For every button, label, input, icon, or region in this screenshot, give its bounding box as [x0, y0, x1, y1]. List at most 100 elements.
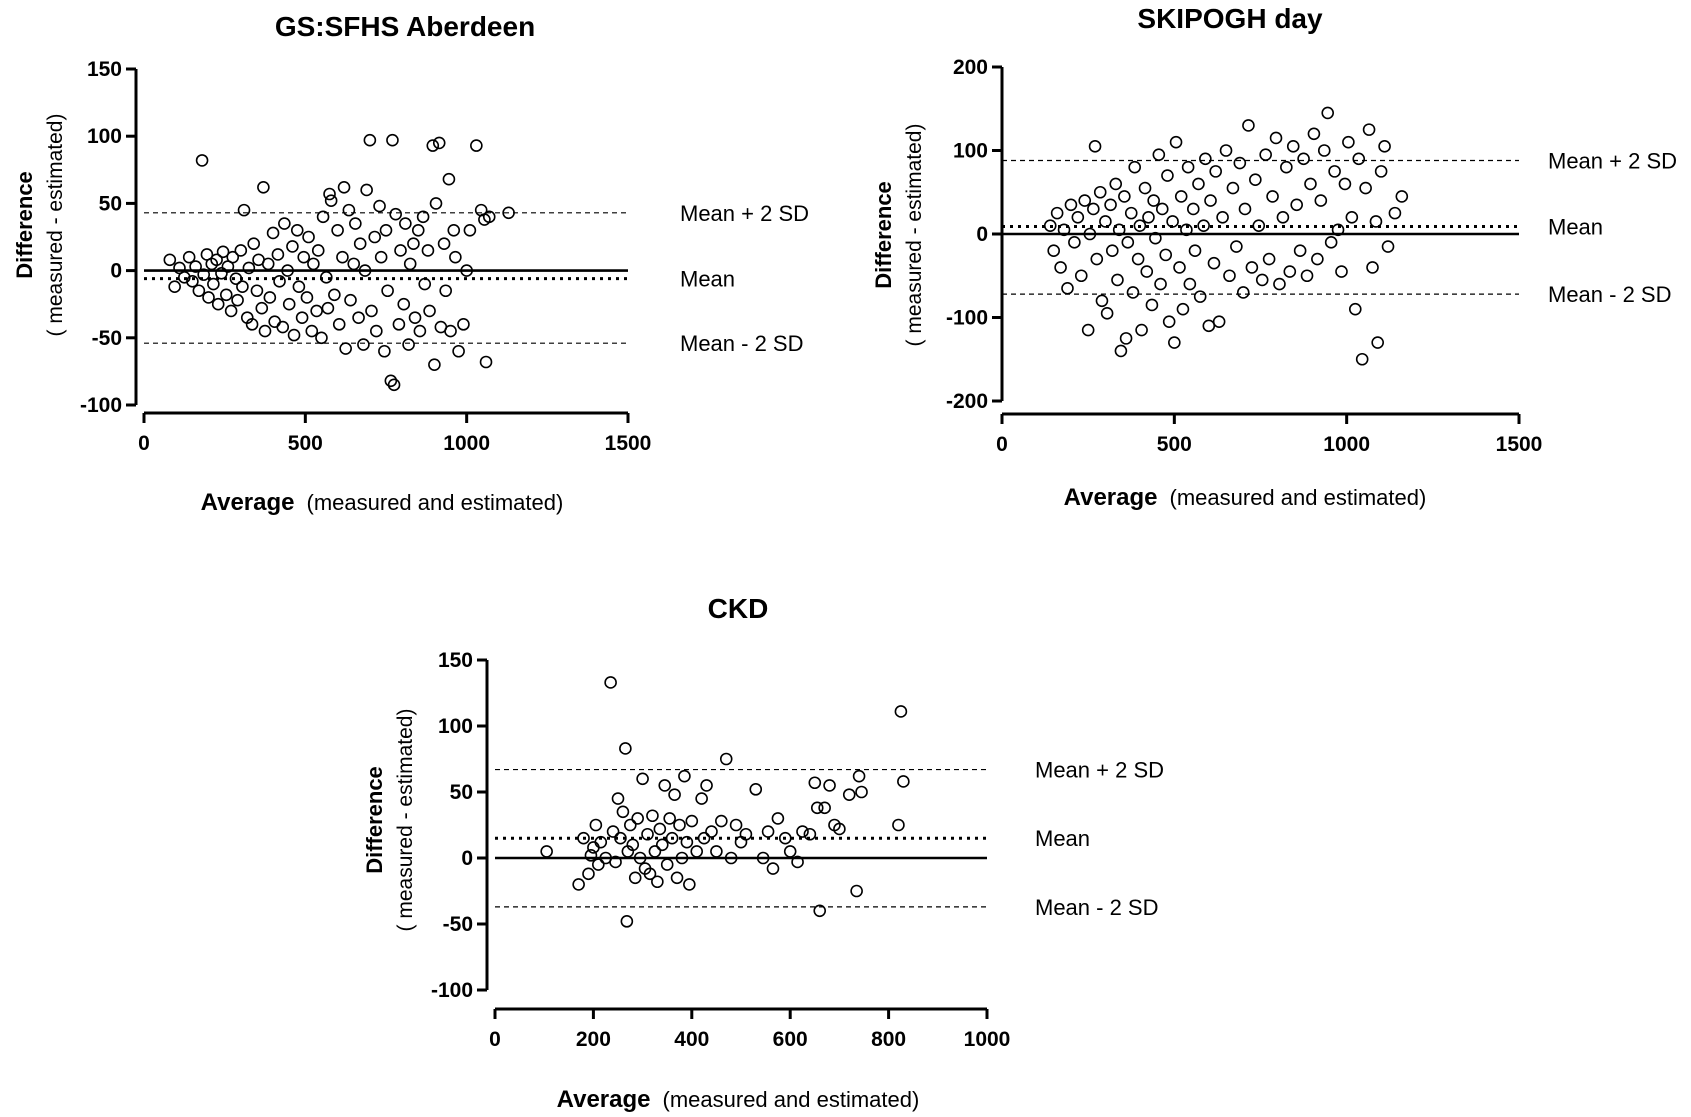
- x-axis-label-main: Average: [1064, 484, 1158, 511]
- x-axis-label-sub: (measured and estimated): [1170, 485, 1427, 510]
- data-point: [300, 291, 314, 304]
- data-point: [379, 223, 393, 237]
- data-point: [1371, 336, 1384, 349]
- data-point: [658, 779, 672, 792]
- data-point: [1342, 135, 1355, 149]
- data-point: [1135, 323, 1148, 337]
- data-point: [245, 318, 259, 331]
- data-point: [1359, 181, 1372, 195]
- x-axis-label: Average (measured and estimated): [201, 489, 564, 516]
- data-point: [1114, 344, 1128, 358]
- data-point: [673, 818, 686, 832]
- data-point: [247, 237, 261, 251]
- data-point: [1142, 211, 1155, 224]
- data-point: [286, 240, 299, 253]
- data-point: [211, 297, 225, 311]
- chart-title: GS:SFHS Aberdeen: [275, 11, 535, 42]
- y-axis-sublabel: ( measured - estimated): [903, 124, 926, 347]
- data-point: [1119, 332, 1133, 345]
- data-point: [1126, 286, 1140, 299]
- data-point: [310, 304, 323, 318]
- data-point: [577, 831, 590, 845]
- data-point: [1317, 144, 1331, 157]
- data-point: [1192, 177, 1205, 191]
- x-tick-label: 400: [674, 1028, 709, 1051]
- data-point: [771, 812, 785, 825]
- data-point: [231, 293, 244, 307]
- data-point: [1169, 135, 1183, 149]
- data-point: [589, 818, 603, 832]
- y-tick-label: 100: [438, 715, 473, 738]
- data-point: [572, 878, 585, 891]
- data-point: [1100, 307, 1114, 320]
- data-point: [678, 769, 691, 783]
- data-point: [1054, 261, 1067, 274]
- data-point: [660, 858, 674, 871]
- data-point: [715, 814, 728, 828]
- reference-line-label: Mean - 2 SD: [680, 331, 804, 356]
- data-point: [1087, 202, 1100, 216]
- data-point: [651, 875, 664, 889]
- data-point: [1088, 140, 1102, 153]
- data-point: [1223, 269, 1236, 283]
- data-point: [268, 315, 281, 328]
- data-point: [1324, 236, 1338, 249]
- data-point: [690, 845, 704, 858]
- data-point: [633, 851, 647, 865]
- data-point: [606, 825, 620, 838]
- data-point: [592, 858, 605, 871]
- x-axis-label-sub: (measured and estimated): [663, 1087, 920, 1112]
- data-point: [1078, 194, 1092, 207]
- data-point: [163, 253, 177, 267]
- data-point: [729, 818, 743, 832]
- data-point: [365, 304, 378, 318]
- data-point: [373, 199, 386, 213]
- data-point: [739, 827, 753, 841]
- chart-title: CKD: [708, 593, 769, 624]
- data-point: [818, 801, 831, 815]
- data-point: [1176, 302, 1190, 316]
- y-tick-label: 200: [953, 56, 988, 79]
- data-point: [1047, 244, 1060, 257]
- data-point: [1212, 315, 1226, 328]
- data-point: [823, 779, 836, 792]
- data-point: [1395, 190, 1409, 203]
- x-axis-label-sub: (measured and estimated): [307, 490, 564, 515]
- data-point: [1140, 265, 1154, 278]
- data-point: [219, 288, 233, 302]
- data-point: [1219, 144, 1233, 157]
- data-point: [234, 244, 248, 257]
- data-point: [342, 203, 356, 217]
- data-point: [1362, 123, 1376, 136]
- data-point: [479, 355, 493, 369]
- data-point: [1043, 219, 1057, 232]
- data-point: [734, 835, 748, 849]
- data-point: [1230, 240, 1243, 253]
- data-point: [584, 849, 598, 862]
- data-point: [665, 831, 679, 845]
- data-point: [216, 245, 230, 259]
- data-point: [582, 867, 595, 881]
- data-point: [255, 301, 269, 315]
- plot-skipogh-day: SKIPOGH day -200 -100 0 100 200 0 500 1000 1500 M…: [871, 3, 1677, 511]
- data-point: [186, 275, 199, 288]
- y-axis-label: Difference: [12, 171, 37, 279]
- data-point: [594, 835, 608, 849]
- data-point: [646, 809, 659, 823]
- data-point: [439, 284, 452, 298]
- data-point: [457, 318, 470, 331]
- data-point: [263, 291, 277, 304]
- data-point: [316, 210, 330, 224]
- data-point: [257, 180, 270, 194]
- data-point: [653, 822, 667, 836]
- y-axis-label: Difference: [871, 181, 896, 289]
- data-point: [1209, 165, 1222, 178]
- x-axis-label: Average (measured and estimated): [557, 1086, 920, 1113]
- data-point: [339, 342, 352, 355]
- data-point: [426, 139, 440, 152]
- data-point: [796, 825, 809, 838]
- data-point: [636, 772, 649, 786]
- data-point: [349, 217, 362, 230]
- data-point: [394, 244, 407, 257]
- data-point: [328, 288, 341, 302]
